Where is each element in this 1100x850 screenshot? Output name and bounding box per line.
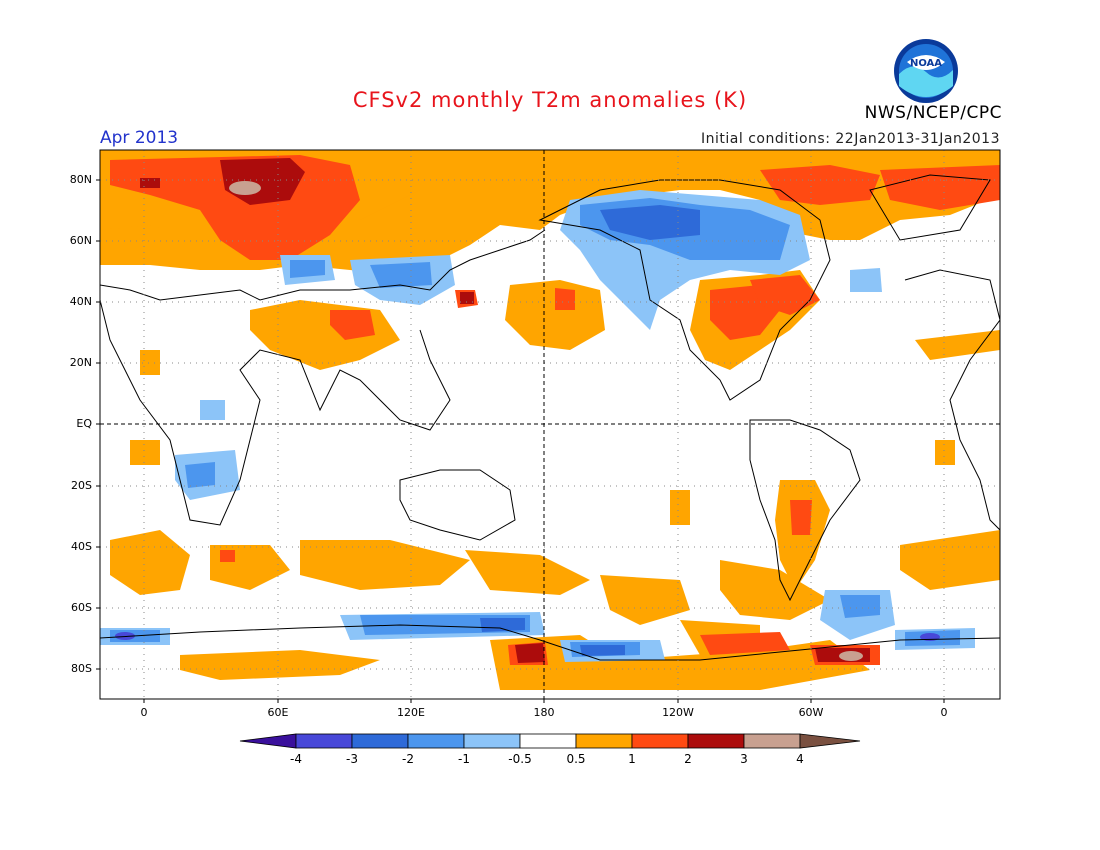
lon-label-0: 0	[140, 706, 148, 719]
lon-label-0-right: 0	[940, 706, 948, 719]
initial-conditions-label: Initial conditions: 22Jan2013-31Jan2013	[701, 131, 1000, 147]
colorbar-seg-6	[575, 733, 633, 749]
colorbar-label-neg2: -2	[402, 752, 414, 766]
colorbar-label-neg3: -3	[346, 752, 358, 766]
colorbar-label-neg1: -1	[458, 752, 470, 766]
colorbar-seg-0	[239, 733, 297, 749]
europe-africa-right-coast	[904, 269, 1000, 531]
lon-label-120e: 120E	[397, 706, 425, 719]
colorbar-seg-3	[407, 733, 465, 749]
noaa-logo: NOAA	[893, 38, 959, 104]
colorbar-seg-4	[463, 733, 521, 749]
lon-label-120w: 120W	[662, 706, 694, 719]
colorbar-label-4: 4	[796, 752, 804, 766]
colorbar-label-3: 3	[740, 752, 748, 766]
colorbar-label-2: 2	[684, 752, 692, 766]
australia-coast	[399, 469, 516, 541]
lat-label-20s: 20S	[71, 479, 92, 492]
equator-and-dateline	[100, 150, 1000, 699]
noaa-logo-text: NOAA	[910, 58, 942, 69]
lat-label-eq: EQ	[76, 417, 92, 430]
antarctica-coast	[100, 624, 1000, 661]
colorbar-label-neg0-5: -0.5	[508, 752, 532, 766]
eurasia-coast	[100, 229, 546, 301]
lat-label-40s: 40S	[71, 540, 92, 553]
colorbar-seg-1	[295, 733, 353, 749]
south-america-coast	[749, 419, 861, 602]
map-title: CFSv2 monthly T2m anomalies (K)	[352, 88, 748, 112]
colorbar-seg-7	[631, 733, 689, 749]
lon-label-180: 180	[533, 706, 555, 719]
forecast-month-label: Apr 2013	[100, 128, 179, 148]
colorbar-seg-9	[743, 733, 801, 749]
warm-anomaly-extreme	[229, 181, 863, 661]
greenland-coast	[869, 174, 991, 241]
lat-label-80s: 80S	[71, 662, 92, 675]
lon-label-60e: 60E	[267, 706, 289, 719]
lat-label-60n: 60N	[69, 234, 92, 247]
colorbar-seg-5	[519, 733, 577, 749]
lat-label-20n: 20N	[69, 356, 92, 369]
north-america-coast	[538, 179, 831, 401]
anomaly-fields	[100, 150, 1000, 690]
colorbar-seg-8	[687, 733, 745, 749]
lon-label-60w: 60W	[798, 706, 824, 719]
colorbar-seg-10	[799, 733, 861, 749]
colorbar-label-neg4: -4	[290, 752, 302, 766]
colorbar	[239, 733, 861, 749]
axis-ticks	[96, 179, 945, 703]
africa-asia-coast	[100, 299, 451, 526]
lat-label-60s: 60S	[71, 601, 92, 614]
graticule	[100, 150, 1000, 699]
cool-anomaly-strong	[480, 205, 700, 656]
colorbar-label-0-5: 0.5	[566, 752, 586, 766]
colorbar-seg-2	[351, 733, 409, 749]
lat-label-40n: 40N	[69, 295, 92, 308]
lat-label-80n: 80N	[69, 173, 92, 186]
organization-label: NWS/NCEP/CPC	[864, 103, 1002, 123]
colorbar-label-1: 1	[628, 752, 636, 766]
coastlines	[100, 174, 1000, 661]
